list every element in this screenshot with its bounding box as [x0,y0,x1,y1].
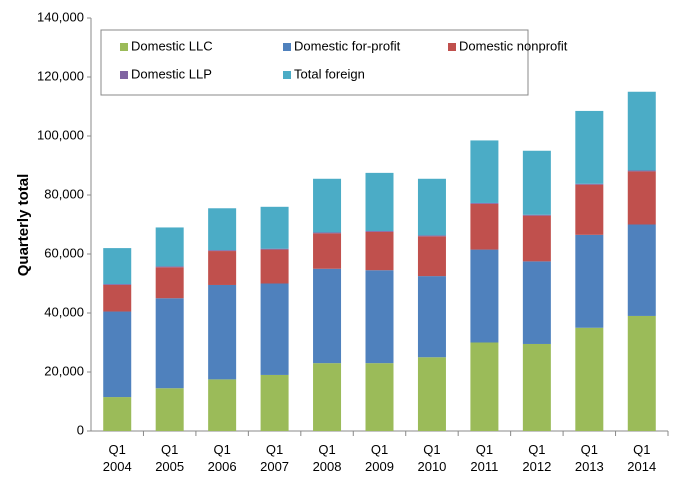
bar-segment [208,250,237,252]
bar-segment [208,284,237,380]
x-tick-label: Q1 2010 [417,442,447,474]
bar-segment [155,388,184,431]
bar-segment [522,214,551,216]
bar-segment [417,276,446,358]
bar-segment [313,268,342,364]
bar-segment [417,235,446,237]
bar-segment [365,230,394,232]
x-tick-label: Q1 2012 [522,442,552,474]
bar-segment [575,110,604,184]
bar-segment [575,234,604,328]
bar-segment [103,397,132,431]
legend-swatch [120,43,128,51]
bar-segment [260,374,289,431]
bar-segment [260,283,289,375]
x-tick-label: Q1 2006 [207,442,237,474]
bar-segment [103,311,132,398]
legend-label: Domestic nonprofit [459,38,568,53]
bar-segment [365,172,394,231]
y-tick-label: 40,000 [44,304,84,319]
bar-segment [522,150,551,215]
bar-segment [417,236,446,277]
bar-segment [103,284,132,312]
legend-box [100,29,529,96]
bar-segment [260,248,289,250]
legend-label: Domestic LLP [131,66,212,81]
bar-segment [155,298,184,389]
legend-label: Domestic LLC [131,38,213,53]
x-tick-label: Q1 2004 [102,442,132,474]
bar-segment [470,140,499,203]
bar-segment [417,357,446,431]
legend-label: Total foreign [294,66,365,81]
x-tick-label: Q1 2013 [574,442,604,474]
bar-segment [260,249,289,284]
y-tick-label: 100,000 [37,127,84,142]
bar-segment [627,171,656,225]
bar-segment [522,261,551,344]
legend-swatch [283,43,291,51]
y-tick-label: 120,000 [37,68,84,83]
bar-segment [575,327,604,431]
bar-segment [313,232,342,234]
legend-swatch [448,43,456,51]
bar-segment [365,231,394,271]
bar-segment [417,178,446,236]
bar-segment [627,224,656,316]
y-axis-label: Quarterly total [15,174,32,277]
x-tick-label: Q1 2011 [470,442,499,474]
bar-segment [208,208,237,251]
legend-label: Domestic for-profit [294,38,401,53]
x-tick-label: Q1 2009 [365,442,394,474]
legend-swatch [120,71,128,79]
bar-segment [313,233,342,269]
x-tick-label: Q1 2005 [155,442,185,474]
bar-segment [365,270,394,364]
bar-segment [155,267,184,299]
bar-segment [155,266,184,268]
y-tick-label: 80,000 [44,186,84,201]
bar-segment [470,249,499,343]
bar-segment [627,170,656,172]
bar-segment [627,315,656,431]
bar-segment [103,248,132,285]
bar-segment [313,363,342,431]
bar-segment [522,343,551,431]
x-tick-label: Q1 2007 [260,442,290,474]
x-tick-label: Q1 2008 [312,442,342,474]
bar-segment [313,178,342,233]
y-tick-label: 0 [77,422,84,437]
bar-segment [470,342,499,431]
bar-segment [575,184,604,235]
bar-segment [103,284,132,285]
legend-swatch [283,71,291,79]
y-tick-label: 20,000 [44,363,84,378]
bar-segment [627,91,656,171]
y-tick-label: 140,000 [37,9,84,24]
bar-segment [260,206,289,249]
bar-segment [208,251,237,285]
x-tick-label: Q1 2014 [627,442,657,474]
bar-segment [522,215,551,262]
bar-segment [365,363,394,431]
bar-segment [155,227,184,267]
bar-segment [208,379,237,431]
bar-segment [470,203,499,250]
y-tick-label: 60,000 [44,245,84,260]
bar-segment [470,202,499,204]
bar-segment [575,183,604,185]
